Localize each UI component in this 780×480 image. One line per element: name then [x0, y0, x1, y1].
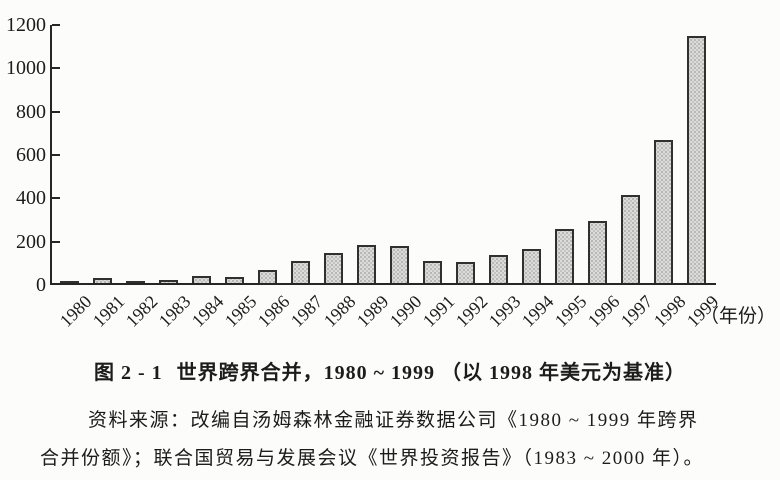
bar-1980 [60, 281, 79, 283]
figure-number: 图 2 - 1 [93, 362, 163, 384]
bar-1989 [357, 245, 376, 283]
source-note: 资料来源：改编自汤姆森林金融证券数据公司《1980 ~ 1999 年跨界 合并份… [40, 402, 742, 478]
bar-1991 [423, 261, 442, 283]
x-axis-tick-label: 1991 [418, 291, 458, 331]
bar-1984 [192, 275, 211, 283]
x-axis-tick-label: 1997 [616, 291, 656, 331]
source-line: 合并份额》；联合国贸易与发展会议《世界投资报告》（1983 ~ 2000 年）。 [40, 448, 705, 469]
x-axis-tick-label: 1994 [517, 291, 557, 331]
x-axis-tick-label: 1988 [319, 291, 359, 331]
x-axis-tick-label: 1998 [649, 291, 689, 331]
source-line: 资料来源：改编自汤姆森林金融证券数据公司《1980 ~ 1999 年跨界 [88, 410, 699, 431]
y-axis-tick [52, 240, 60, 243]
x-axis-unit-label: （年份） [700, 306, 777, 327]
x-axis-tick-label: 1986 [253, 291, 293, 331]
bar-1992 [456, 261, 475, 283]
y-axis-tick [52, 24, 60, 26]
y-axis-tick-label: 0 [36, 274, 46, 296]
bar-1997 [621, 195, 640, 283]
bar-chart: （年份） 0 200 400 600 800 1000 1200 1980 1981 1982 19… [6, 14, 777, 331]
x-axis-tick-label: 1984 [187, 291, 227, 331]
bar-1990 [390, 245, 409, 283]
y-axis-tick-label: 800 [16, 100, 46, 123]
bar-1986 [258, 270, 277, 283]
x-axis-tick-label: 1980 [55, 291, 95, 331]
bar-1994 [522, 249, 541, 283]
bar-1988 [324, 253, 343, 283]
y-axis-tick [52, 197, 60, 200]
x-axis-tick-label: 1981 [88, 291, 128, 331]
y-axis-tick-label: 1200 [6, 14, 46, 36]
bar-1995 [555, 228, 574, 283]
bar-1987 [291, 261, 310, 283]
y-axis-tick [52, 67, 60, 70]
x-axis-tick-label: 1989 [352, 291, 392, 331]
x-axis-tick-label: 1990 [385, 291, 425, 331]
x-axis-tick-label: 1985 [220, 291, 260, 331]
y-axis-tick [52, 110, 60, 113]
figure-title: 世界跨界合并，1980 ~ 1999 （以 1998 年美元为基准） [176, 362, 687, 384]
plot-area [50, 24, 716, 285]
bar-1985 [225, 277, 244, 283]
x-axis-tick-label: 1996 [583, 291, 623, 331]
bar-1999 [687, 36, 706, 283]
bar-1983 [159, 279, 178, 283]
y-axis-tick-label: 400 [16, 187, 46, 210]
x-axis-tick-label: 1987 [286, 291, 326, 331]
x-axis-tick-label: 1983 [154, 291, 194, 331]
bar-1996 [588, 221, 607, 283]
y-axis-tick-label: 600 [16, 144, 46, 166]
y-axis-tick-label: 1000 [6, 57, 46, 80]
x-axis-tick-label: 1982 [121, 291, 161, 331]
y-axis-tick [52, 154, 60, 156]
y-axis-tick-label: 200 [16, 230, 46, 253]
x-axis-tick-label: 1992 [451, 291, 491, 331]
bar-1981 [93, 278, 112, 283]
bar-1982 [126, 281, 145, 283]
bar-1993 [489, 254, 508, 283]
figure-caption: 图 2 - 1 世界跨界合并，1980 ~ 1999 （以 1998 年美元为基准… [0, 356, 780, 385]
x-axis-tick-label: 1993 [484, 291, 524, 331]
x-axis-tick-label: 1995 [550, 291, 590, 331]
bar-1998 [654, 140, 673, 283]
